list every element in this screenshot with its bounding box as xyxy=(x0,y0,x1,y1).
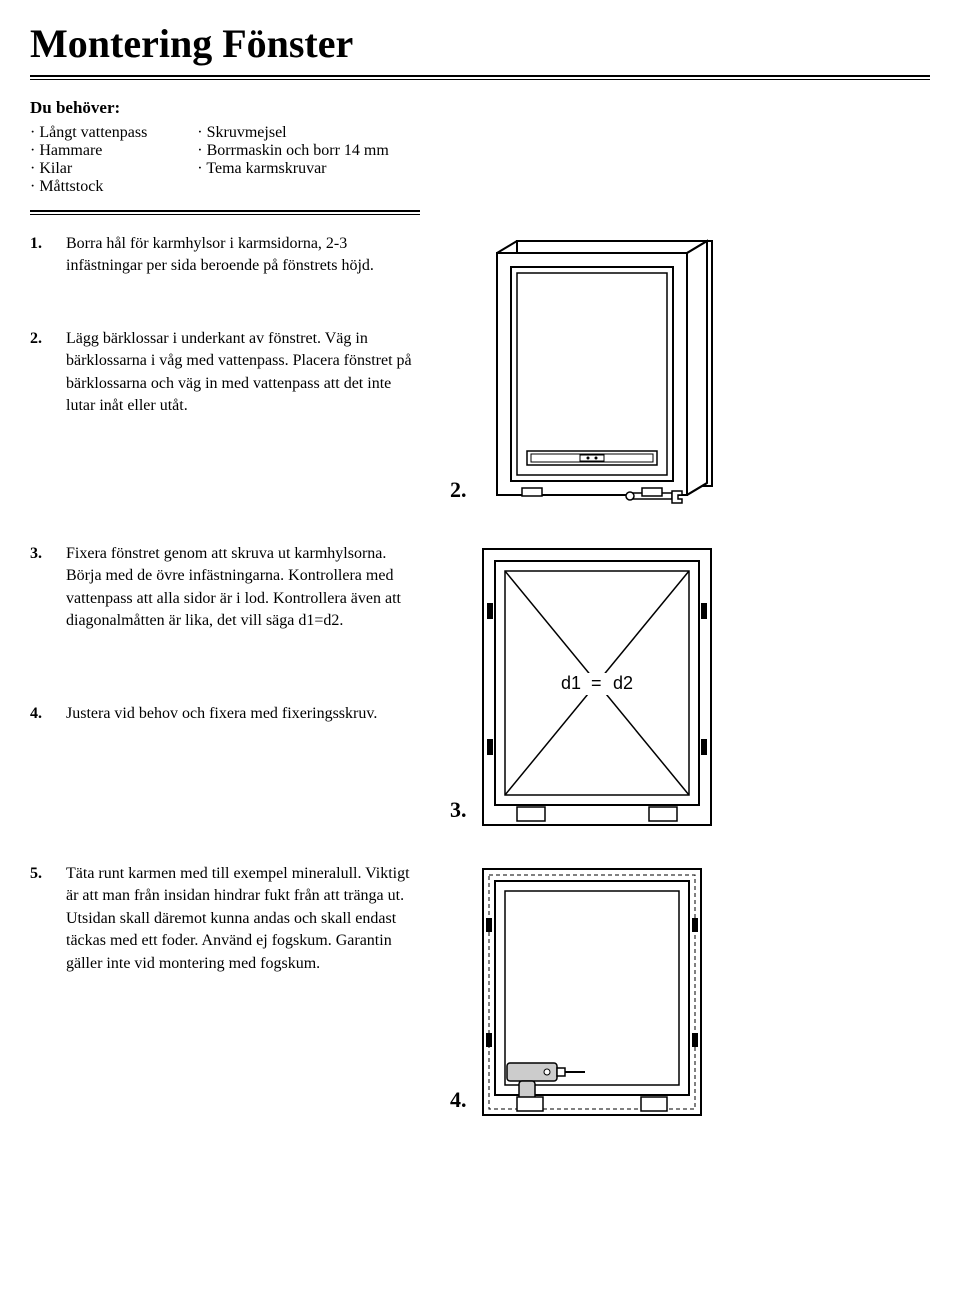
step-number: 4. xyxy=(30,703,54,725)
eq-label: = xyxy=(591,673,602,693)
step-text: Lägg bärklossar i underkant av fönstret.… xyxy=(66,328,420,418)
step-number: 1. xyxy=(30,233,54,278)
figure-3-label: 3. xyxy=(450,797,467,823)
page-title: Montering Fönster xyxy=(30,20,930,67)
tool-item: Skruvmejsel xyxy=(197,124,389,142)
tools-col-1: Långt vattenpass Hammare Kilar Måttstock xyxy=(30,124,147,196)
title-rule xyxy=(30,75,930,80)
tool-item: Hammare xyxy=(30,142,147,160)
figure-4-label: 4. xyxy=(450,1087,467,1113)
step-3: 3. Fixera fönstret genom att skruva ut k… xyxy=(30,543,420,633)
tools-list: Långt vattenpass Hammare Kilar Måttstock… xyxy=(30,124,930,196)
tool-item: Långt vattenpass xyxy=(30,124,147,142)
step-number: 3. xyxy=(30,543,54,633)
step-2: 2. Lägg bärklossar i underkant av fönstr… xyxy=(30,328,420,418)
d1-label: d1 xyxy=(561,673,581,693)
figure-4-window-drill xyxy=(477,863,707,1123)
step-4: 4. Justera vid behov och fixera med fixe… xyxy=(30,703,420,725)
tool-item: Tema karmskruvar xyxy=(197,160,389,178)
step-text: Justera vid behov och fixera med fixerin… xyxy=(66,703,420,725)
step-number: 2. xyxy=(30,328,54,418)
figure-2-window-isometric xyxy=(477,233,737,513)
step-1: 1. Borra hål för karmhylsor i karmsidorn… xyxy=(30,233,420,278)
d2-label: d2 xyxy=(613,673,633,693)
figure-2-label: 2. xyxy=(450,477,467,503)
tool-item: Måttstock xyxy=(30,178,147,196)
step-number: 5. xyxy=(30,863,54,975)
step-text: Fixera fönstret genom att skruva ut karm… xyxy=(66,543,420,633)
step-5: 5. Täta runt karmen med till exempel min… xyxy=(30,863,420,975)
tools-col-2: Skruvmejsel Borrmaskin och borr 14 mm Te… xyxy=(197,124,389,196)
tools-heading: Du behöver: xyxy=(30,98,930,118)
step-text: Borra hål för karmhylsor i karmsidorna, … xyxy=(66,233,420,278)
tool-item: Borrmaskin och borr 14 mm xyxy=(197,142,389,160)
tool-item: Kilar xyxy=(30,160,147,178)
figure-3-window-diagonals: d1 = d2 xyxy=(477,543,717,833)
tools-rule xyxy=(30,210,420,215)
step-text: Täta runt karmen med till exempel minera… xyxy=(66,863,420,975)
